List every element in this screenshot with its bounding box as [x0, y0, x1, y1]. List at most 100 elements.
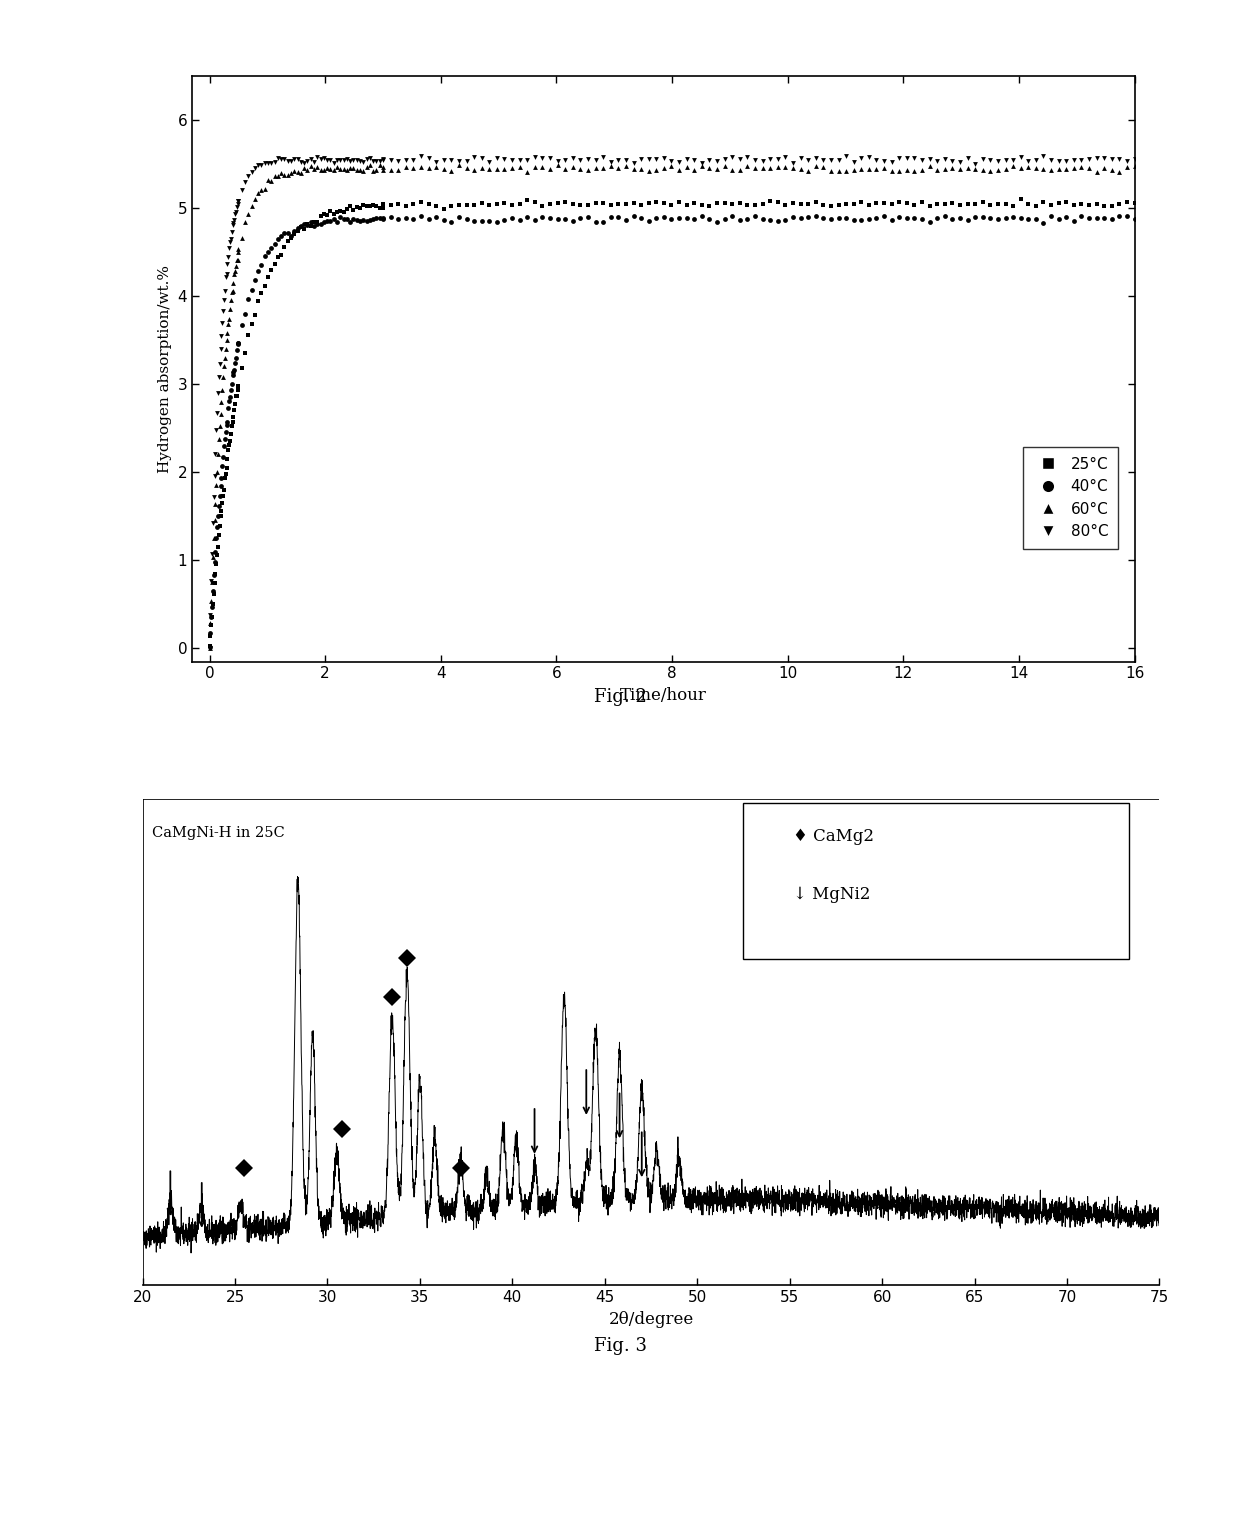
25°C [298, 211, 317, 236]
25°C [317, 204, 337, 228]
80°C [208, 380, 228, 405]
25°C [1079, 193, 1099, 218]
80°C [1095, 146, 1115, 170]
60°C [228, 240, 248, 265]
25°C [216, 462, 236, 487]
60°C [268, 163, 288, 187]
60°C [215, 345, 234, 370]
25°C [327, 199, 347, 224]
25°C [357, 195, 377, 219]
25°C [874, 192, 894, 216]
80°C [337, 146, 357, 170]
80°C [973, 148, 993, 172]
80°C [308, 144, 327, 169]
25°C [707, 192, 727, 216]
80°C [692, 151, 712, 175]
60°C [1117, 155, 1137, 179]
60°C [213, 365, 233, 389]
80°C [262, 151, 281, 175]
80°C [585, 148, 605, 172]
80°C [317, 148, 337, 172]
80°C [252, 152, 272, 176]
60°C [859, 157, 879, 181]
60°C [210, 427, 229, 452]
60°C [343, 157, 363, 181]
40°C [213, 446, 233, 470]
80°C [238, 164, 258, 189]
80°C [360, 146, 379, 170]
25°C [246, 303, 265, 327]
60°C [281, 160, 301, 184]
25°C [981, 193, 1001, 218]
40°C [799, 205, 818, 230]
80°C [242, 160, 262, 184]
80°C [367, 149, 387, 173]
60°C [330, 157, 350, 181]
40°C [525, 207, 544, 231]
60°C [897, 158, 916, 183]
25°C [252, 280, 272, 304]
60°C [464, 158, 484, 183]
60°C [206, 491, 226, 516]
40°C [203, 563, 223, 587]
60°C [205, 508, 224, 532]
80°C [210, 365, 229, 389]
80°C [288, 146, 308, 170]
25°C [320, 199, 340, 224]
60°C [684, 158, 704, 183]
80°C [353, 151, 373, 175]
40°C [487, 210, 507, 234]
25°C [714, 192, 734, 216]
40°C [320, 208, 340, 233]
80°C [217, 262, 237, 286]
60°C [821, 158, 841, 183]
40°C [298, 213, 317, 237]
80°C [215, 278, 234, 303]
25°C [1018, 192, 1038, 216]
25°C [950, 193, 970, 218]
40°C [242, 278, 262, 303]
25°C [202, 605, 222, 630]
80°C [1102, 148, 1122, 172]
60°C [211, 402, 231, 426]
X-axis label: Time/hour: Time/hour [620, 687, 707, 704]
40°C [541, 207, 560, 231]
25°C [570, 193, 590, 218]
25°C [210, 523, 229, 548]
Text: Fig. 3: Fig. 3 [594, 1337, 646, 1355]
60°C [670, 158, 689, 183]
60°C [957, 157, 977, 181]
25°C [218, 438, 238, 462]
25°C [427, 193, 446, 218]
80°C [548, 149, 568, 173]
80°C [343, 148, 363, 172]
25°C [1049, 192, 1069, 216]
25°C [782, 190, 802, 214]
80°C [699, 148, 719, 172]
80°C [593, 144, 613, 169]
80°C [1034, 144, 1054, 169]
40°C [768, 208, 787, 233]
40°C [410, 204, 430, 228]
25°C [206, 563, 226, 587]
60°C [337, 158, 357, 183]
60°C [662, 154, 682, 178]
80°C [311, 146, 331, 170]
25°C [1102, 193, 1122, 218]
25°C [215, 478, 234, 502]
60°C [373, 155, 393, 179]
25°C [646, 190, 666, 214]
40°C [791, 207, 811, 231]
80°C [228, 189, 248, 213]
25°C [723, 192, 743, 216]
40°C [284, 219, 304, 243]
80°C [264, 151, 284, 175]
25°C [226, 391, 246, 415]
40°C [210, 494, 229, 519]
40°C [373, 207, 393, 231]
60°C [745, 155, 765, 179]
60°C [350, 158, 370, 183]
60°C [1079, 157, 1099, 181]
80°C [843, 149, 863, 173]
25°C [692, 193, 712, 218]
